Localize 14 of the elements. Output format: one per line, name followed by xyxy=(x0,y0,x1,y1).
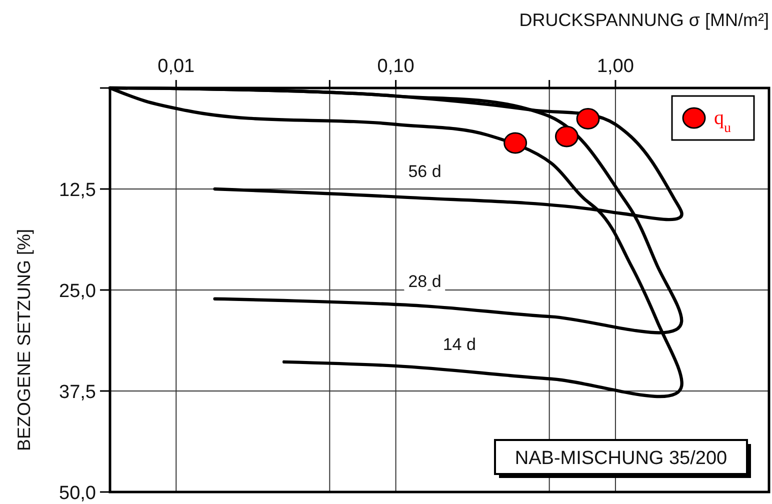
annotation: NAB-MISCHUNG 35/200 xyxy=(514,448,728,469)
series-label: 56 d xyxy=(408,162,442,181)
y-tick-label: 12,5 xyxy=(59,180,96,201)
y-tick-label: 37,5 xyxy=(59,382,96,403)
y-axis-title: BEZOGENE SETZUNG [%] xyxy=(14,228,34,452)
x-axis-title: DRUCKSPANNUNG σ [MN/m²] xyxy=(519,10,769,30)
x-tick-label: 0,01 xyxy=(158,56,195,77)
y-tick-label: 50,0 xyxy=(59,483,96,504)
series-label: 28 d xyxy=(408,272,442,291)
x-tick-label: 1,00 xyxy=(596,56,634,77)
legend-label: q$_{u}$ xyxy=(714,107,731,136)
y-tick-label: 25,0 xyxy=(59,281,96,302)
series-label: 14 d xyxy=(442,334,476,354)
x-tick-label: 0,10 xyxy=(377,56,414,77)
